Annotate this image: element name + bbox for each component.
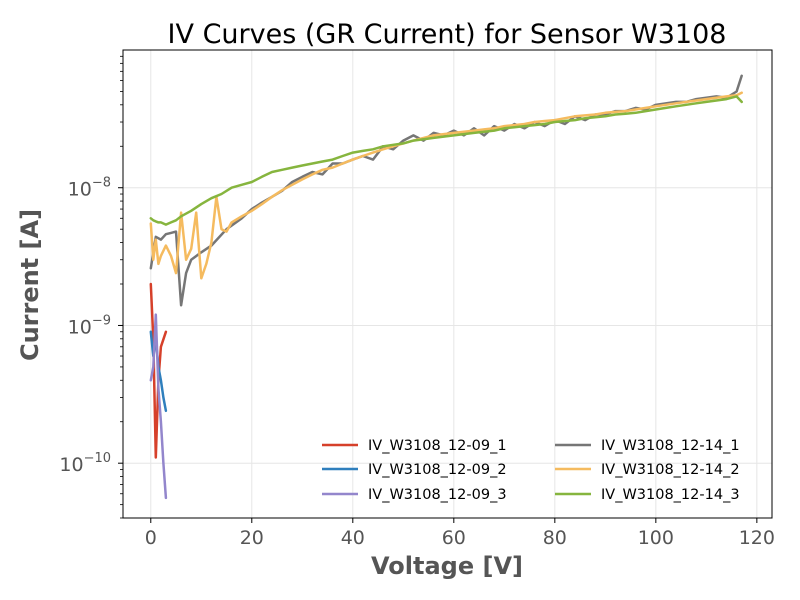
- x-tick-label: 20: [240, 527, 264, 549]
- x-tick-label: 120: [739, 527, 775, 549]
- series-line-3: [149, 313, 168, 500]
- legend-item: IV_W3108_12-09_1: [322, 438, 507, 454]
- x-tick-label: 80: [543, 527, 567, 549]
- plot-frame: [122, 49, 773, 519]
- legend-item: IV_W3108_12-09_2: [322, 462, 507, 478]
- y-tick-label: 10−10: [59, 451, 111, 476]
- series-line-1: [149, 282, 168, 459]
- legend-label: IV_W3108_12-14_1: [601, 438, 740, 454]
- legend-label: IV_W3108_12-14_2: [601, 462, 740, 478]
- x-tick-label: 60: [442, 527, 466, 549]
- y-tick-label: 10−9: [68, 313, 111, 338]
- legend-item: IV_W3108_12-14_2: [555, 462, 740, 478]
- y-tick-label: 10−8: [68, 176, 111, 201]
- legend-label: IV_W3108_12-14_3: [601, 487, 740, 503]
- legend-label: IV_W3108_12-09_1: [368, 438, 507, 454]
- legend-label: IV_W3108_12-09_2: [368, 462, 507, 478]
- x-tick-label: 40: [341, 527, 365, 549]
- legend: IV_W3108_12-09_1 IV_W3108_12-09_2 IV_W3108…: [322, 438, 740, 503]
- chart-title: IV Curves (GR Current) for Sensor W3108: [168, 19, 727, 50]
- legend-label: IV_W3108_12-09_3: [368, 487, 507, 503]
- x-axis-label: Voltage [V]: [371, 552, 523, 580]
- plot-series: [149, 74, 743, 500]
- x-tick-label: 100: [638, 527, 674, 549]
- legend-item: IV_W3108_12-14_3: [555, 487, 740, 503]
- y-axis-label: Current [A]: [16, 209, 44, 361]
- grid-lines: [123, 50, 772, 518]
- legend-item: IV_W3108_12-14_1: [555, 438, 740, 454]
- legend-item: IV_W3108_12-09_3: [322, 487, 507, 503]
- series-line-6: [149, 95, 743, 226]
- axis-ticks: 0 20 40 60 80 100 120 10−10 10−9 10−8: [59, 55, 775, 549]
- x-tick-label: 0: [145, 527, 157, 549]
